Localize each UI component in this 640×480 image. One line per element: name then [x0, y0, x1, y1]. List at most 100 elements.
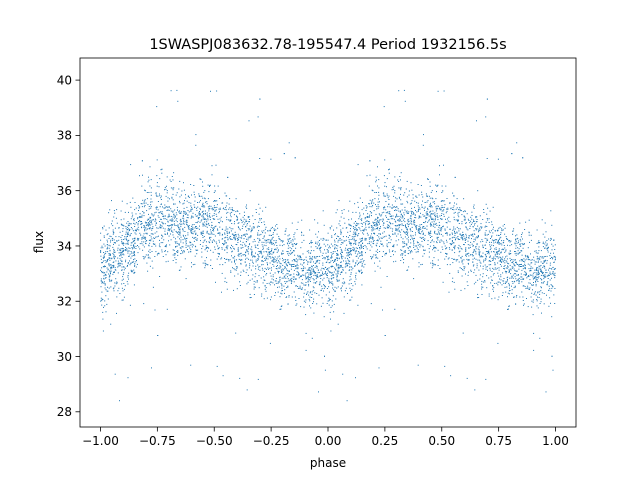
data-point: [465, 248, 467, 250]
data-point: [449, 233, 451, 235]
data-point: [475, 248, 477, 250]
data-point: [484, 280, 486, 281]
data-point: [520, 278, 522, 280]
data-point: [246, 257, 248, 259]
data-point: [191, 216, 193, 218]
data-point: [166, 244, 167, 246]
data-point: [351, 236, 353, 238]
data-point: [354, 242, 356, 244]
data-point: [104, 245, 106, 247]
data-point: [518, 277, 520, 279]
data-point: [258, 256, 260, 258]
data-point: [407, 234, 409, 236]
data-point: [529, 270, 531, 272]
data-point: [427, 178, 428, 180]
data-point: [109, 250, 111, 252]
data-point: [371, 233, 372, 235]
data-point: [462, 269, 463, 271]
data-point: [472, 255, 474, 257]
data-point: [375, 176, 377, 178]
data-point: [177, 100, 179, 102]
data-point: [146, 192, 148, 193]
data-point: [339, 265, 341, 266]
data-point: [123, 244, 125, 246]
data-point: [467, 229, 469, 231]
data-point: [230, 216, 232, 218]
data-point: [363, 222, 365, 224]
data-point: [281, 253, 283, 255]
data-point: [297, 267, 299, 269]
data-point: [247, 274, 249, 276]
data-point: [334, 244, 336, 246]
data-point: [499, 264, 501, 265]
data-point: [546, 255, 548, 257]
data-point: [259, 219, 261, 221]
data-point: [470, 270, 472, 272]
data-point: [360, 240, 362, 242]
data-point: [148, 228, 150, 230]
data-point: [158, 216, 160, 218]
data-point: [235, 244, 237, 245]
data-point: [104, 283, 106, 285]
data-point: [472, 245, 474, 247]
data-point: [319, 282, 321, 284]
data-point: [301, 241, 303, 243]
data-point: [353, 243, 354, 245]
data-point: [286, 270, 288, 272]
data-point: [453, 212, 455, 214]
data-point: [305, 276, 306, 278]
data-point: [178, 243, 180, 245]
data-point: [509, 287, 510, 289]
data-point: [127, 262, 129, 264]
data-point: [103, 275, 105, 277]
data-point: [250, 297, 252, 298]
data-point: [541, 256, 543, 258]
data-point: [185, 242, 187, 244]
data-point: [312, 256, 314, 258]
data-point: [255, 252, 256, 254]
data-point: [331, 281, 333, 283]
data-point: [370, 235, 372, 237]
data-point: [183, 220, 184, 222]
data-point: [273, 258, 275, 260]
data-point: [237, 219, 238, 221]
data-point: [211, 221, 213, 223]
data-point: [172, 210, 174, 212]
data-point: [514, 276, 516, 278]
data-point: [480, 265, 481, 267]
data-point: [108, 263, 110, 265]
data-point: [483, 212, 485, 213]
data-point: [318, 391, 319, 393]
data-point: [471, 234, 473, 236]
data-point: [317, 259, 319, 261]
data-point: [486, 275, 488, 277]
data-point: [336, 265, 338, 267]
data-point: [202, 185, 204, 187]
data-point: [549, 239, 551, 241]
data-point: [288, 280, 290, 282]
data-point: [473, 283, 475, 285]
data-point: [323, 277, 325, 279]
data-point: [493, 290, 494, 292]
data-point: [522, 238, 523, 240]
data-point: [227, 232, 229, 234]
data-point: [354, 229, 355, 231]
data-point: [543, 303, 545, 305]
data-point: [170, 224, 172, 226]
data-point: [162, 206, 163, 208]
data-point: [212, 218, 214, 219]
data-point: [537, 291, 539, 293]
data-point: [508, 290, 510, 292]
data-point: [360, 246, 362, 248]
data-point: [226, 216, 228, 218]
data-point: [351, 269, 353, 271]
data-point: [269, 251, 271, 253]
data-point: [156, 182, 158, 184]
data-point: [166, 308, 168, 310]
data-point: [533, 278, 535, 279]
data-point: [428, 219, 430, 221]
data-point: [378, 238, 380, 240]
data-point: [508, 252, 510, 254]
data-point: [336, 254, 338, 256]
data-point: [484, 259, 486, 261]
